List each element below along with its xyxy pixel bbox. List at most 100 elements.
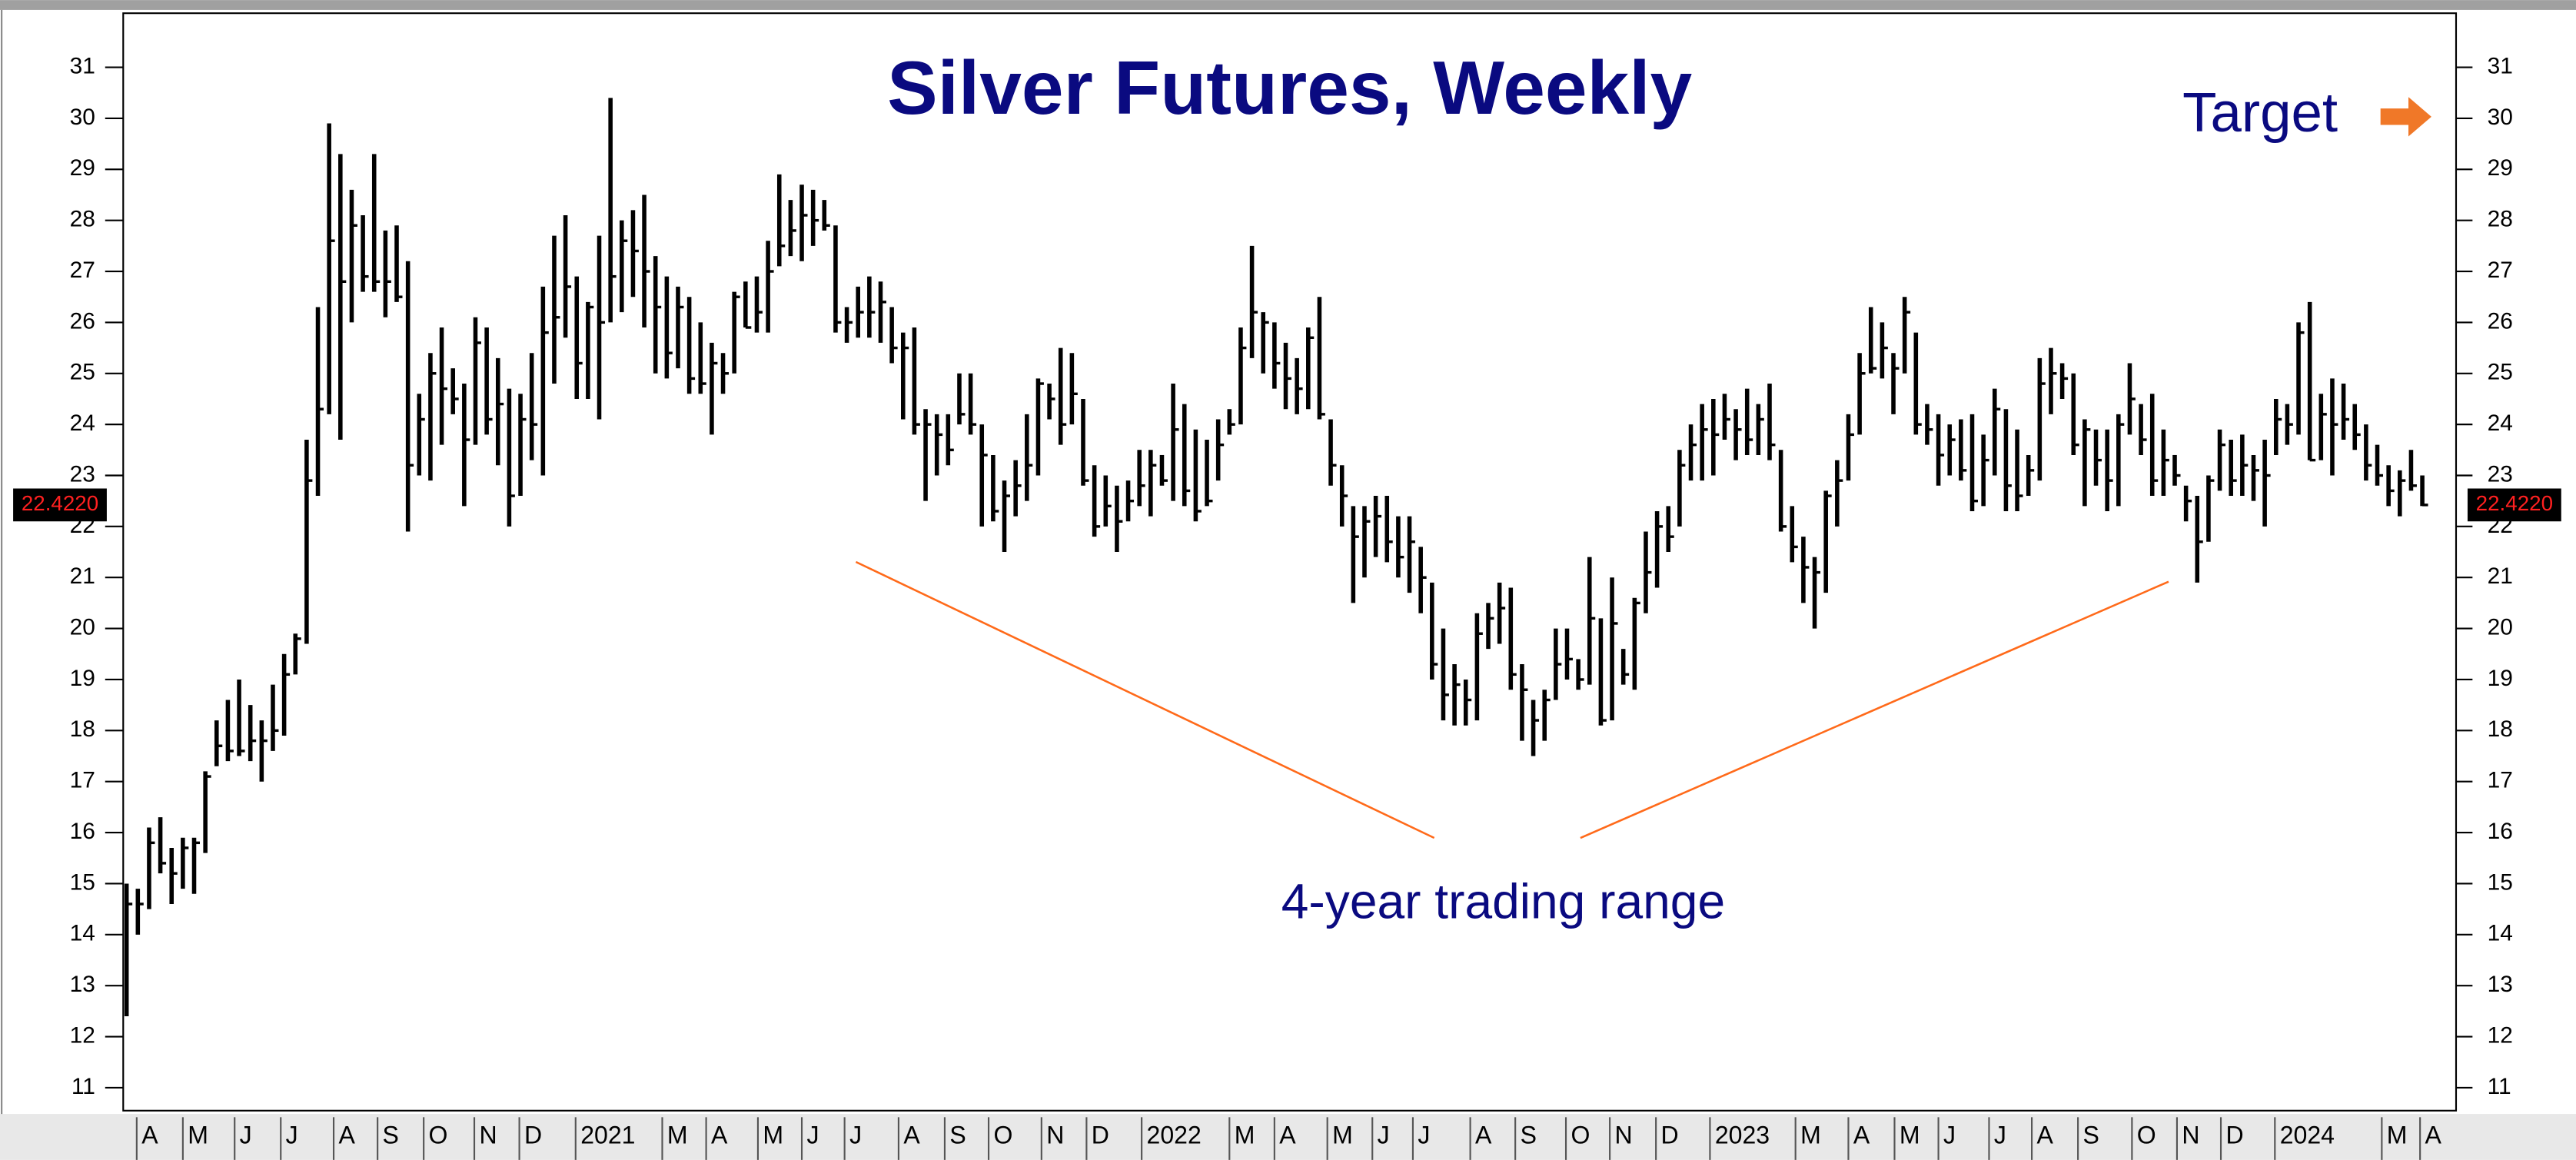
y-tick-label: 30 <box>2488 105 2513 130</box>
last-price-label: 22.4220 <box>2476 491 2553 515</box>
y-tick-label: 17 <box>2488 768 2513 793</box>
x-tick-label: D <box>1092 1121 1109 1148</box>
last-price-box <box>2467 488 2561 522</box>
x-tick-label: 2024 <box>2280 1121 2335 1148</box>
y-tick-label: 25 <box>2488 360 2513 385</box>
y-tick-label: 14 <box>2488 921 2513 946</box>
y-tick-label: 14 <box>70 921 95 946</box>
x-tick-label: J <box>1378 1121 1390 1148</box>
y-tick-label: 23 <box>70 461 95 487</box>
y-tick-label: 11 <box>2488 1074 2511 1099</box>
y-tick-label: 27 <box>2488 258 2513 283</box>
x-tick-label: M <box>1800 1121 1821 1148</box>
x-tick-label: M <box>188 1121 208 1148</box>
y-tick-label: 21 <box>2488 563 2513 589</box>
y-tick-label: 23 <box>2488 461 2513 487</box>
x-tick-label: 2023 <box>1715 1121 1770 1148</box>
y-tick-label: 18 <box>70 716 95 742</box>
y-tick-label: 11 <box>71 1074 95 1099</box>
y-tick-label: 26 <box>2488 308 2513 334</box>
target-arrow <box>2380 97 2431 137</box>
x-tick-label: O <box>993 1121 1012 1148</box>
window-top <box>0 0 2576 10</box>
y-tick-label: 24 <box>2488 410 2513 436</box>
x-tick-label: A <box>711 1121 728 1148</box>
y-tick-label: 27 <box>70 258 95 283</box>
y-tick-label: 28 <box>2488 207 2513 232</box>
y-tick-label: 15 <box>70 869 95 895</box>
y-tick-label: 20 <box>2488 615 2513 640</box>
y-tick-label: 31 <box>2488 53 2513 78</box>
y-tick-label: 18 <box>2488 716 2513 742</box>
x-tick-label: D <box>1661 1121 1679 1148</box>
x-tick-label: D <box>524 1121 542 1148</box>
x-tick-label: A <box>1853 1121 1870 1148</box>
y-tick-label: 25 <box>70 360 95 385</box>
y-tick-label: 17 <box>70 768 95 793</box>
y-tick-label: 28 <box>70 207 95 232</box>
x-tick-label: A <box>2425 1121 2442 1148</box>
y-tick-label: 29 <box>70 155 95 181</box>
last-price-label: 22.4220 <box>22 491 98 515</box>
target-label: Target <box>2182 81 2338 144</box>
y-tick-label: 31 <box>70 53 95 78</box>
x-tick-label: 2022 <box>1147 1121 1202 1148</box>
x-tick-label: N <box>1615 1121 1633 1148</box>
y-tick-label: 19 <box>2488 666 2513 691</box>
range-line <box>855 560 1435 839</box>
annotation: 4-year trading range <box>1281 874 1725 929</box>
x-tick-label: A <box>1475 1121 1492 1148</box>
y-tick-label: 12 <box>70 1022 95 1048</box>
x-tick-label: A <box>1279 1121 1296 1148</box>
y-tick-label: 20 <box>70 615 95 640</box>
x-tick-label: A <box>903 1121 920 1148</box>
last-price-box <box>13 488 107 522</box>
x-tick-label: D <box>2225 1121 2243 1148</box>
time-axis-strip <box>0 1114 2576 1160</box>
x-tick-label: S <box>949 1121 966 1148</box>
x-tick-label: M <box>1332 1121 1353 1148</box>
chart-title: Silver Futures, Weekly <box>887 45 1692 130</box>
plot-area <box>122 12 2458 1112</box>
y-tick-label: 29 <box>2488 155 2513 181</box>
y-tick-label: 16 <box>2488 819 2513 844</box>
marks <box>124 98 2428 1017</box>
x-tick-label: S <box>1521 1121 1537 1148</box>
x-tick-label: J <box>1943 1121 1956 1148</box>
x-tick-label: A <box>141 1121 158 1148</box>
x-tick-label: M <box>667 1121 688 1148</box>
x-tick-label: J <box>849 1121 862 1148</box>
y-tick-label: 30 <box>70 105 95 130</box>
x-tick-label: J <box>1418 1121 1430 1148</box>
x-tick-label: N <box>1046 1121 1064 1148</box>
x-tick-label: A <box>338 1121 355 1148</box>
x-tick-label: M <box>2387 1121 2408 1148</box>
y-tick-label: 24 <box>70 410 95 436</box>
x-tick-label: N <box>2182 1121 2199 1148</box>
x-tick-label: O <box>429 1121 448 1148</box>
y-tick-label: 13 <box>70 972 95 997</box>
x-tick-label: J <box>240 1121 252 1148</box>
x-tick-label: M <box>1900 1121 1920 1148</box>
y-tick-label: 15 <box>2488 869 2513 895</box>
x-tick-label: N <box>479 1121 497 1148</box>
x-tick-label: O <box>1571 1121 1590 1148</box>
x-tick-label: M <box>763 1121 783 1148</box>
y-tick-label: 26 <box>70 308 95 334</box>
y-tick-label: 12 <box>2488 1022 2513 1048</box>
x-tick-label: M <box>1235 1121 1255 1148</box>
x-tick-label: S <box>2083 1121 2099 1148</box>
x-tick-label: 2021 <box>580 1121 635 1148</box>
y-tick-label: 19 <box>70 666 95 691</box>
x-tick-label: A <box>2037 1121 2054 1148</box>
x-tick-label: O <box>2137 1121 2156 1148</box>
x-tick-label: J <box>286 1121 298 1148</box>
y-tick-label: 21 <box>70 563 95 589</box>
x-tick-label: J <box>1994 1121 2006 1148</box>
y-tick-label: 16 <box>70 819 95 844</box>
x-tick-label: S <box>383 1121 399 1148</box>
y-tick-label: 13 <box>2488 972 2513 997</box>
x-tick-label: J <box>806 1121 819 1148</box>
